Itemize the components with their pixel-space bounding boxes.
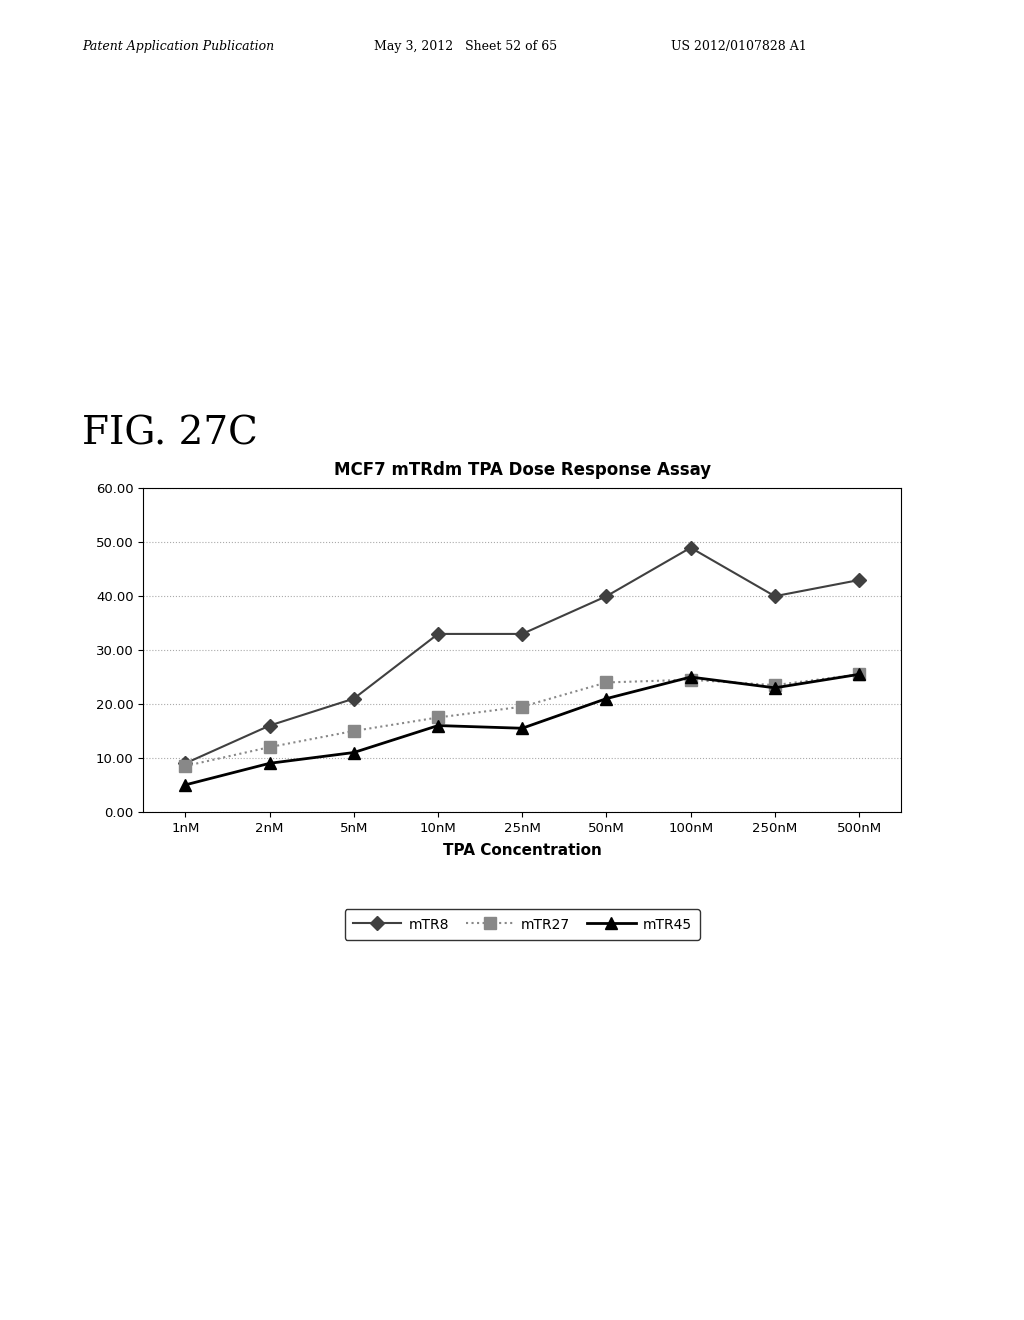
Text: May 3, 2012   Sheet 52 of 65: May 3, 2012 Sheet 52 of 65 [374,40,557,53]
mTR8 [263,718,275,734]
mTR27 [179,758,191,774]
mTR8 [684,540,696,556]
mTR45 [853,667,865,682]
mTR27 [516,698,528,714]
mTR8 [600,589,612,605]
mTR45 [600,690,612,706]
mTR8 [348,690,360,706]
mTR45 [432,718,444,734]
Text: FIG. 27C: FIG. 27C [82,416,258,453]
mTR27 [432,710,444,726]
Text: US 2012/0107828 A1: US 2012/0107828 A1 [671,40,807,53]
mTR27 [684,672,696,688]
mTR27 [348,723,360,739]
Line: mTR27: mTR27 [179,668,865,772]
mTR45 [684,669,696,685]
mTR8 [516,626,528,642]
Line: mTR8: mTR8 [180,543,864,768]
X-axis label: TPA Concentration: TPA Concentration [442,843,602,858]
Line: mTR45: mTR45 [179,668,865,791]
mTR45 [179,777,191,793]
mTR27 [853,667,865,682]
mTR45 [348,744,360,760]
mTR45 [263,755,275,771]
mTR45 [769,680,781,696]
mTR8 [179,755,191,771]
mTR27 [263,739,275,755]
mTR27 [600,675,612,690]
mTR45 [516,721,528,737]
mTR8 [432,626,444,642]
mTR8 [769,589,781,605]
mTR27 [769,677,781,693]
Text: Patent Application Publication: Patent Application Publication [82,40,274,53]
Legend: mTR8, mTR27, mTR45: mTR8, mTR27, mTR45 [344,909,700,940]
Title: MCF7 mTRdm TPA Dose Response Assay: MCF7 mTRdm TPA Dose Response Assay [334,461,711,479]
mTR8 [853,572,865,587]
